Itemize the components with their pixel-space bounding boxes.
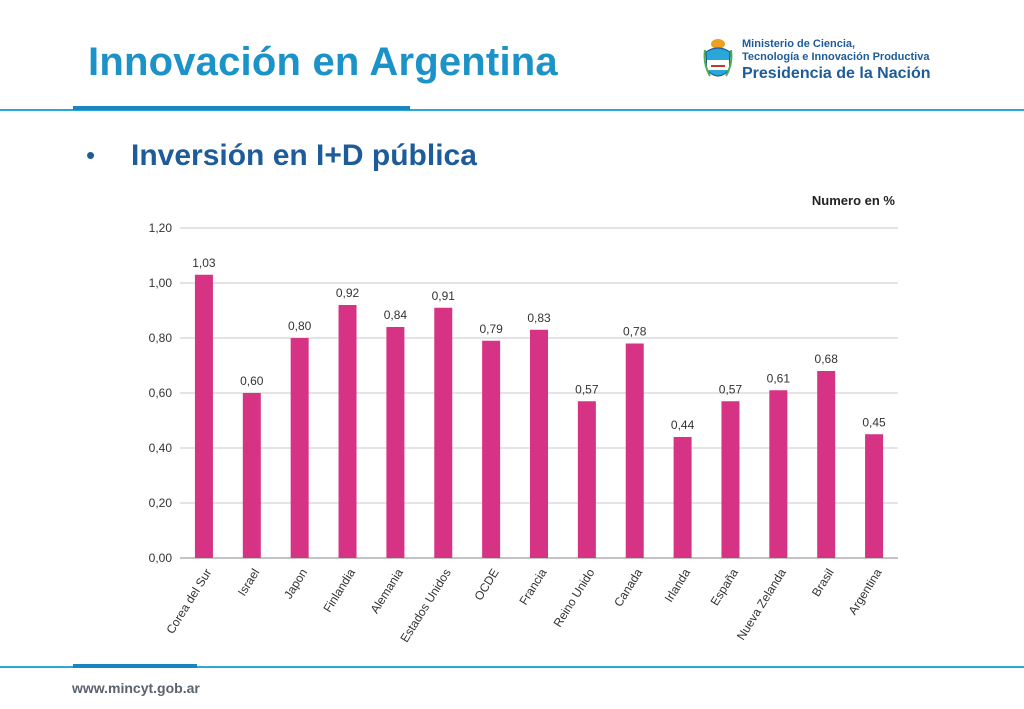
data-label: 0,68 bbox=[815, 352, 839, 366]
bar bbox=[721, 401, 740, 558]
x-tick-label: OCDE bbox=[471, 566, 501, 603]
x-tick-label: Irlanda bbox=[662, 566, 693, 605]
x-tick-label: Estados Unidos bbox=[397, 566, 453, 645]
data-label: 1,03 bbox=[192, 256, 216, 270]
data-label: 0,61 bbox=[767, 371, 791, 385]
y-tick-label: 1,00 bbox=[149, 276, 173, 290]
x-tick-label: Brasil bbox=[809, 566, 837, 599]
data-label: 0,57 bbox=[575, 382, 599, 396]
bar bbox=[673, 437, 692, 558]
data-label: 0,44 bbox=[671, 418, 695, 432]
bar bbox=[482, 340, 501, 558]
data-label: 0,45 bbox=[862, 415, 886, 429]
chart-unit-label: Numero en % bbox=[812, 193, 896, 208]
footer-accent-bar bbox=[73, 664, 197, 668]
x-tick-label: España bbox=[708, 566, 742, 608]
bullet-marker: • bbox=[86, 140, 96, 170]
x-tick-label: Canada bbox=[611, 566, 645, 609]
data-label: 0,78 bbox=[623, 325, 647, 339]
logo-ministry-name-2: Tecnología e Innovación Productiva bbox=[742, 51, 930, 63]
data-label: 0,80 bbox=[288, 319, 312, 333]
x-tick-label: Israel bbox=[235, 566, 262, 598]
bar bbox=[338, 305, 357, 558]
y-tick-label: 0,80 bbox=[149, 331, 173, 345]
data-label: 0,79 bbox=[479, 322, 503, 336]
footer-url[interactable]: www.mincyt.gob.ar bbox=[72, 680, 200, 696]
y-tick-label: 0,20 bbox=[149, 496, 173, 510]
data-label: 0,84 bbox=[384, 308, 408, 322]
y-tick-label: 1,20 bbox=[149, 221, 173, 235]
header-accent-bar bbox=[73, 106, 410, 110]
data-label: 0,92 bbox=[336, 286, 360, 300]
bar bbox=[865, 434, 884, 558]
chart-bars: 1,03 Corea del Sur 0,60 Israel 0,80 Japon 0,92… bbox=[163, 256, 886, 645]
data-label: 0,57 bbox=[719, 382, 743, 396]
x-tick-label: Japon bbox=[281, 566, 310, 601]
x-tick-label: Reino Unido bbox=[551, 566, 598, 630]
y-tick-label: 0,00 bbox=[149, 551, 173, 565]
header-divider bbox=[0, 109, 1024, 111]
data-label: 0,60 bbox=[240, 374, 264, 388]
bar bbox=[242, 393, 261, 558]
logo-presidency: Presidencia de la Nación bbox=[742, 65, 931, 82]
bar bbox=[769, 390, 788, 558]
y-tick-label: 0,40 bbox=[149, 441, 173, 455]
x-tick-label: Argentina bbox=[846, 566, 885, 617]
x-tick-label: Nueva Zelanda bbox=[734, 566, 789, 643]
x-tick-label: Alemania bbox=[368, 566, 407, 616]
bar bbox=[386, 327, 405, 558]
x-tick-label: Corea del Sur bbox=[163, 566, 214, 636]
bar bbox=[290, 338, 309, 558]
y-tick-label: 0,60 bbox=[149, 386, 173, 400]
slide-title: Innovación en Argentina bbox=[88, 40, 558, 84]
argentina-coat-of-arms-icon bbox=[703, 39, 733, 77]
bar bbox=[817, 371, 836, 558]
bar bbox=[434, 307, 453, 558]
bullet-heading: Inversión en I+D pública bbox=[131, 139, 477, 172]
x-tick-label: Finlandia bbox=[320, 566, 358, 615]
ministry-logo: Ministerio de Ciencia, Tecnología e Inno… bbox=[702, 36, 962, 84]
bar bbox=[625, 343, 644, 558]
bar bbox=[530, 329, 548, 558]
bar bbox=[577, 401, 596, 558]
footer-divider bbox=[0, 666, 1024, 668]
data-label: 0,83 bbox=[527, 311, 551, 325]
logo-ministry-name: Ministerio de Ciencia, bbox=[742, 38, 856, 50]
data-label: 0,91 bbox=[432, 289, 456, 303]
x-tick-label: Francia bbox=[516, 566, 549, 608]
bar bbox=[194, 274, 213, 558]
